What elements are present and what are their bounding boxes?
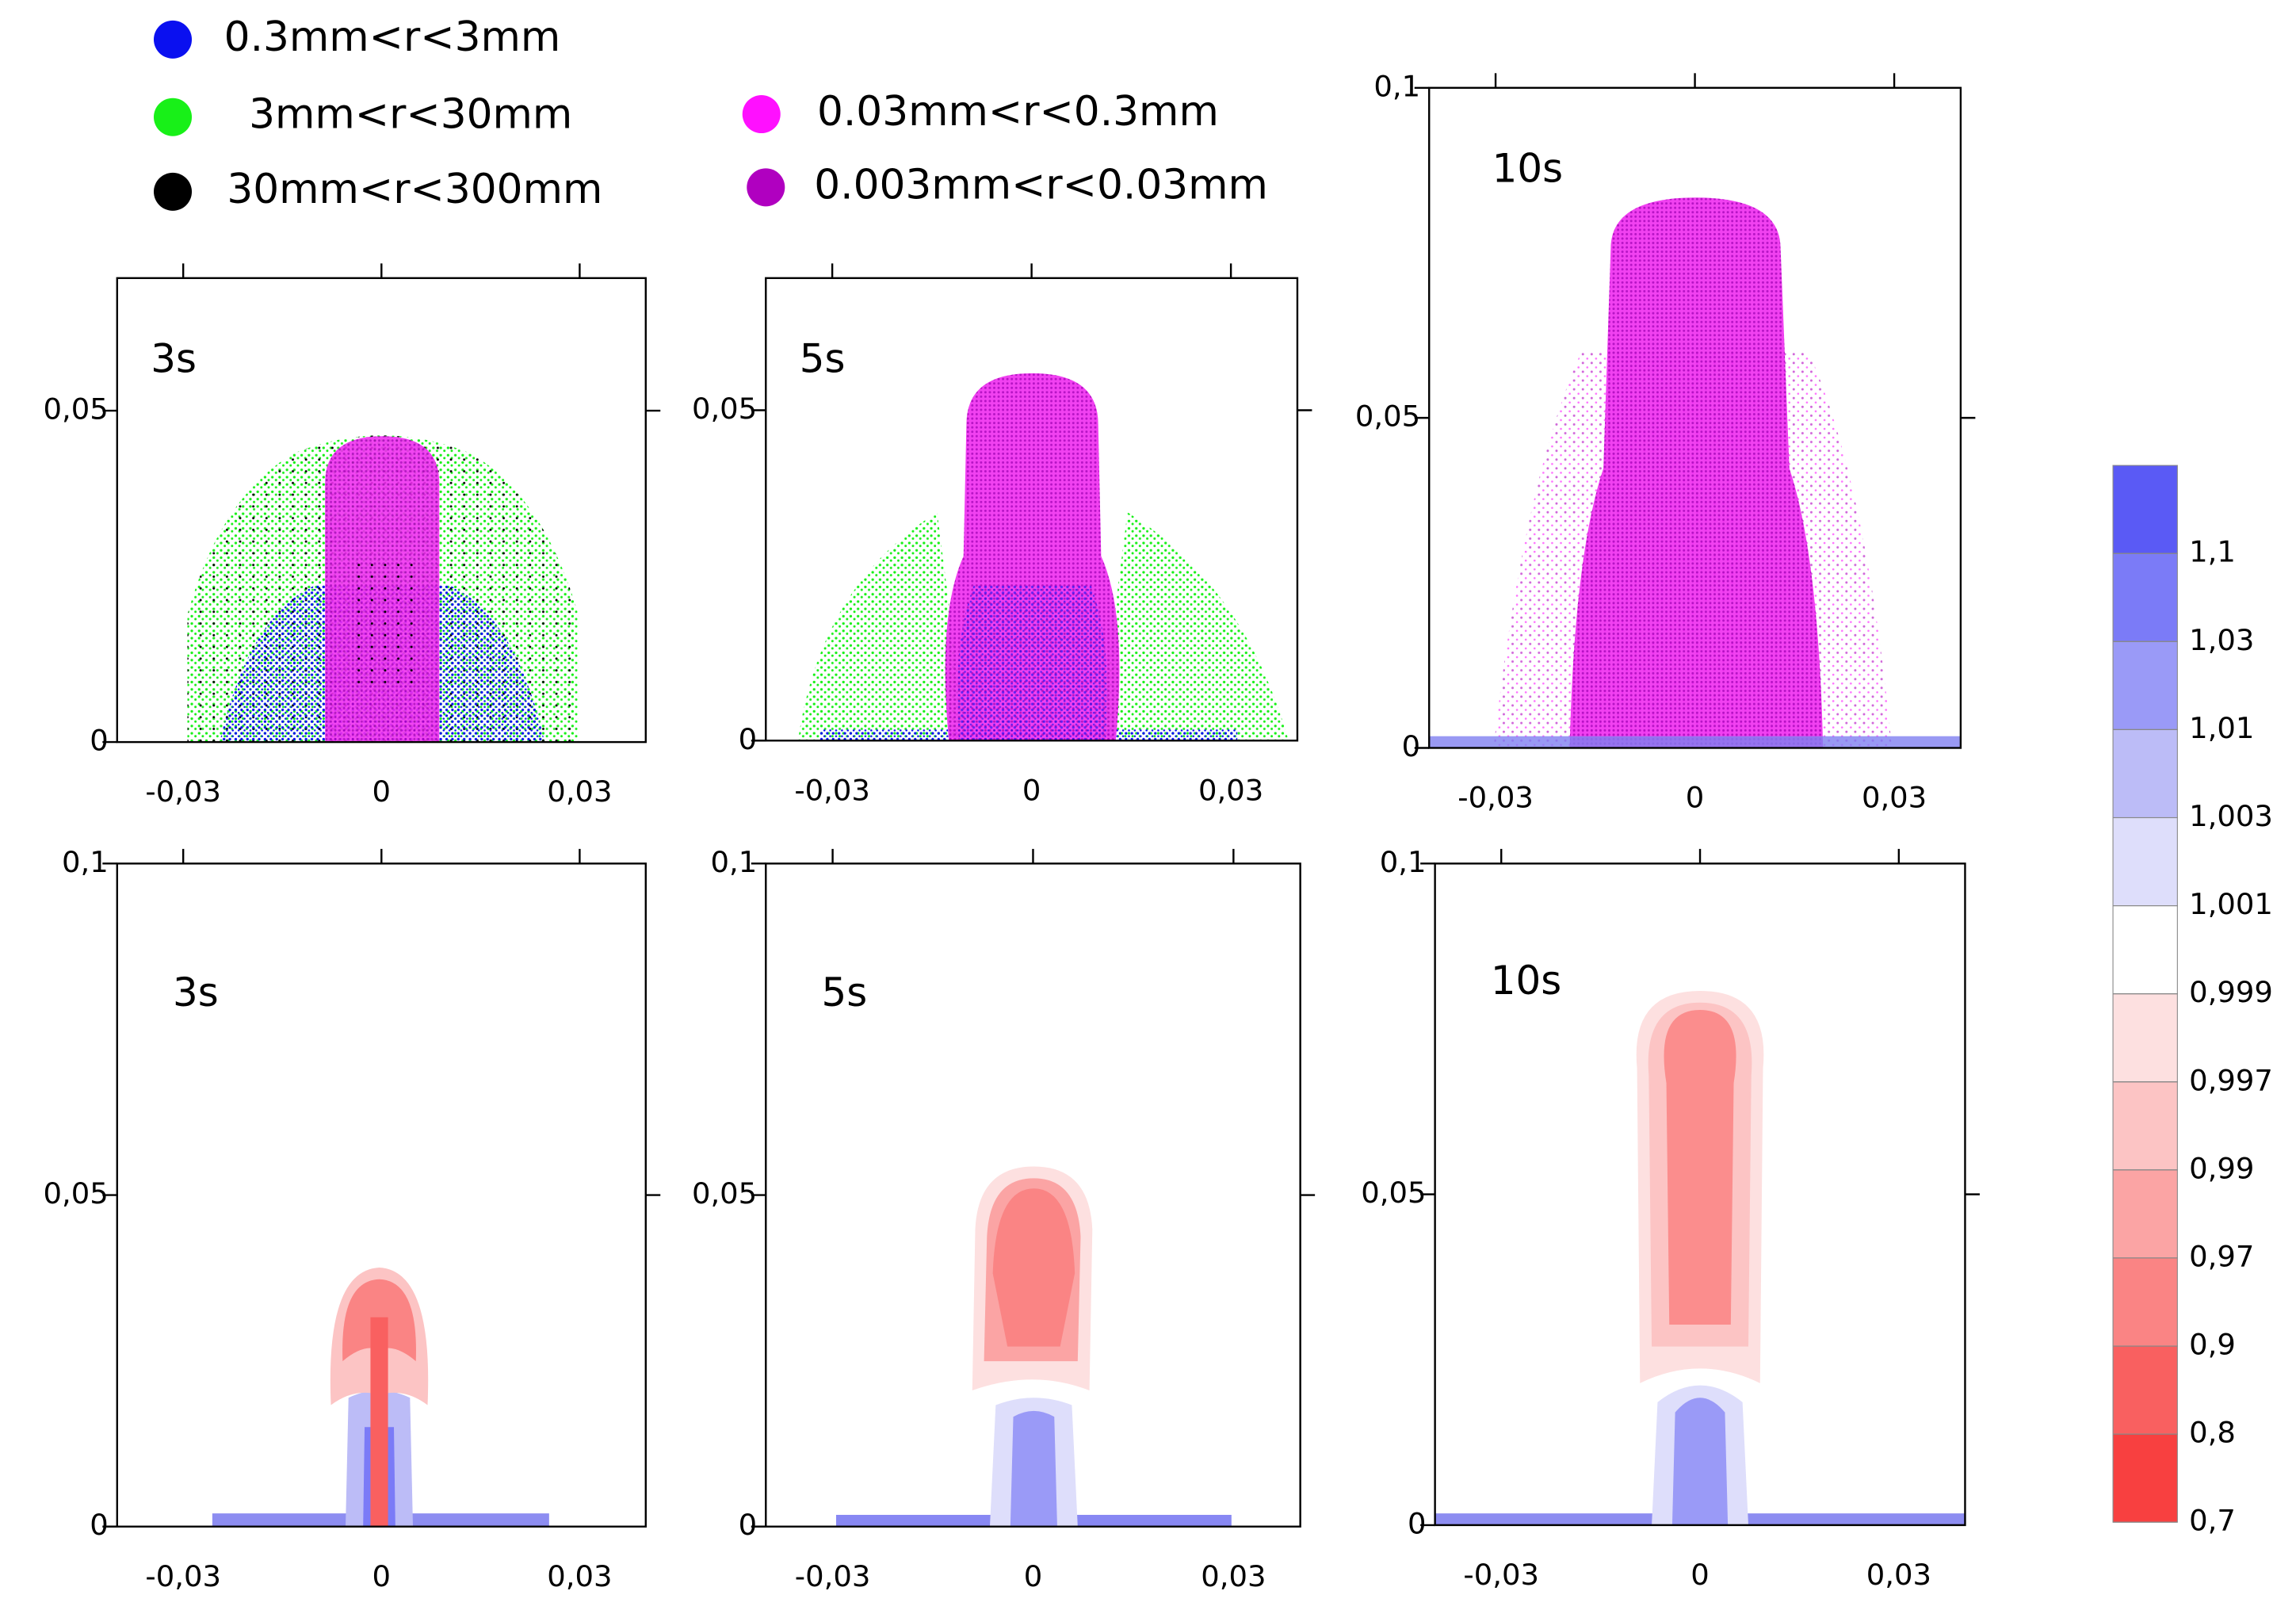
x-tick-label: 0,03: [1198, 773, 1263, 807]
colorbar-band: [2112, 1169, 2178, 1259]
panel-title: 10s: [1491, 958, 1561, 1004]
y-tick-label: 0: [739, 1508, 758, 1542]
colorbar-band: [2112, 1257, 2178, 1347]
y-tick-label: 0,05: [692, 392, 757, 426]
colorbar-label: 1,001: [2189, 887, 2273, 921]
y-tick-label: 0,1: [710, 845, 757, 879]
colorbar-label: 0,9: [2189, 1328, 2236, 1362]
x-tick-label: 0: [1024, 1559, 1043, 1593]
x-tick-label: -0,03: [794, 773, 870, 807]
legend-label: 30mm<r<300mm: [227, 166, 602, 213]
colorbar-label: 1,01: [2189, 711, 2254, 745]
colorbar-label: 1,03: [2189, 623, 2254, 657]
y-tick-label: 0,05: [1361, 1176, 1426, 1210]
legend-swatch: [153, 98, 193, 136]
colorbar-label: 0,97: [2189, 1239, 2254, 1273]
panel-title: 5s: [800, 336, 846, 382]
colorbar-band: [2112, 905, 2178, 995]
colorbar-band: [2112, 729, 2178, 819]
colorbar-band: [2112, 1345, 2178, 1435]
x-tick-label: 0,03: [1866, 1558, 1931, 1592]
legend-label: 0.003mm<r<0.03mm: [814, 161, 1268, 208]
colorbar-band: [2112, 816, 2178, 907]
x-tick-label: 0: [372, 774, 392, 809]
legend-swatch: [742, 95, 781, 134]
x-tick-label: 0: [372, 1559, 392, 1593]
y-tick-label: 0,05: [692, 1176, 757, 1210]
x-tick-label: 0: [1022, 773, 1041, 807]
y-tick-label: 0: [90, 724, 109, 758]
colorbar-band: [2112, 553, 2178, 642]
plume-shapes: [187, 197, 1966, 1527]
legend-swatch: [153, 172, 193, 211]
x-tick-label: 0: [1690, 1558, 1710, 1592]
x-tick-label: -0,03: [1463, 1558, 1539, 1592]
legend: 0.3mm<r<3mm 3mm<r<30mm 30mm<r<300mm 0.03mm<…: [153, 13, 1268, 213]
x-tick-label: -0,03: [1457, 781, 1534, 815]
colorbar-label: 0,8: [2189, 1416, 2236, 1450]
y-tick-label: 0,05: [1355, 400, 1420, 434]
panel-title: 10s: [1492, 146, 1563, 192]
x-tick-label: -0,03: [145, 774, 221, 809]
x-tick-label: 0: [1686, 781, 1705, 815]
colorbar-label: 0,99: [2189, 1151, 2254, 1185]
legend-label: 0.3mm<r<3mm: [224, 13, 561, 61]
colorbar-label: 0,7: [2189, 1504, 2236, 1538]
colorbar-band: [2112, 641, 2178, 730]
y-tick-label: 0: [1402, 729, 1421, 763]
y-tick-label: 0,1: [1373, 69, 1420, 103]
x-tick-label: 0,03: [547, 1559, 612, 1593]
colorbar-band: [2112, 1433, 2178, 1523]
x-tick-label: -0,03: [145, 1559, 221, 1593]
y-tick-label: 0,05: [43, 392, 108, 426]
colorbar-label: 1,003: [2189, 799, 2273, 833]
y-tick-label: 0: [1408, 1506, 1427, 1540]
legend-swatch: [153, 20, 193, 59]
colorbar-label: 0,999: [2189, 975, 2273, 1009]
y-tick-label: 0,05: [43, 1176, 108, 1210]
panel-title: 3s: [173, 969, 219, 1015]
x-tick-label: 0,03: [1862, 781, 1927, 815]
colorbar-band: [2112, 993, 2178, 1083]
legend-label: 3mm<r<30mm: [249, 91, 572, 139]
legend-swatch: [747, 168, 785, 207]
colorbar-band: [2112, 465, 2178, 554]
y-tick-label: 0,1: [1380, 845, 1427, 879]
y-tick-label: 0: [739, 722, 758, 756]
x-tick-label: 0,03: [1201, 1559, 1266, 1593]
colorbar-band: [2112, 1081, 2178, 1171]
colorbar-label: 0,997: [2189, 1063, 2273, 1097]
y-tick-label: 0: [90, 1508, 109, 1542]
panel-title: 5s: [821, 969, 867, 1015]
legend-label: 0.03mm<r<0.3mm: [817, 88, 1219, 136]
y-tick-label: 0,1: [62, 845, 109, 879]
x-tick-label: -0,03: [795, 1559, 871, 1593]
panel-title: 3s: [151, 336, 197, 382]
colorbar-label: 1,1: [2189, 535, 2236, 569]
x-tick-label: 0,03: [547, 774, 612, 809]
